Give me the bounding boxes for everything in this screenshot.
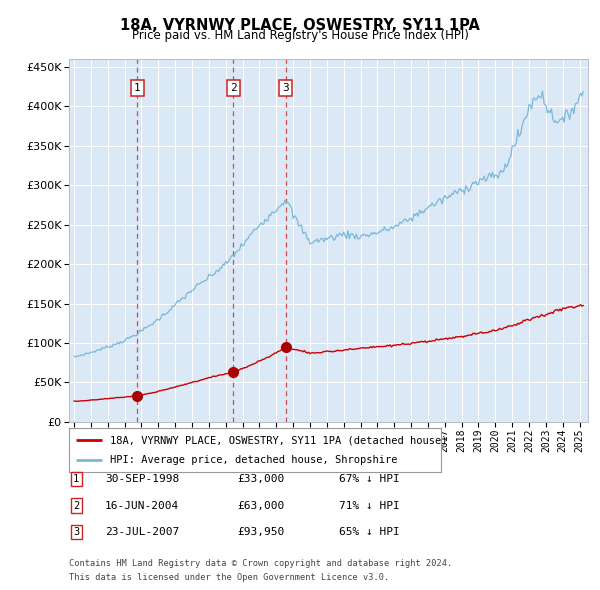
Text: 3: 3 <box>73 527 79 537</box>
Text: 18A, VYRNWY PLACE, OSWESTRY, SY11 1PA (detached house): 18A, VYRNWY PLACE, OSWESTRY, SY11 1PA (d… <box>110 435 448 445</box>
Text: 2: 2 <box>230 83 237 93</box>
Text: 67% ↓ HPI: 67% ↓ HPI <box>339 474 400 484</box>
Text: 16-JUN-2004: 16-JUN-2004 <box>105 501 179 510</box>
Text: £33,000: £33,000 <box>237 474 284 484</box>
Text: £93,950: £93,950 <box>237 527 284 537</box>
Text: 1: 1 <box>73 474 79 484</box>
Text: 23-JUL-2007: 23-JUL-2007 <box>105 527 179 537</box>
Text: Price paid vs. HM Land Registry's House Price Index (HPI): Price paid vs. HM Land Registry's House … <box>131 30 469 42</box>
Text: 30-SEP-1998: 30-SEP-1998 <box>105 474 179 484</box>
Text: Contains HM Land Registry data © Crown copyright and database right 2024.: Contains HM Land Registry data © Crown c… <box>69 559 452 568</box>
Text: 65% ↓ HPI: 65% ↓ HPI <box>339 527 400 537</box>
Text: This data is licensed under the Open Government Licence v3.0.: This data is licensed under the Open Gov… <box>69 573 389 582</box>
Text: 18A, VYRNWY PLACE, OSWESTRY, SY11 1PA: 18A, VYRNWY PLACE, OSWESTRY, SY11 1PA <box>120 18 480 32</box>
Text: 1: 1 <box>134 83 140 93</box>
Text: 2: 2 <box>73 501 79 510</box>
Text: £63,000: £63,000 <box>237 501 284 510</box>
Text: HPI: Average price, detached house, Shropshire: HPI: Average price, detached house, Shro… <box>110 455 397 464</box>
Text: 71% ↓ HPI: 71% ↓ HPI <box>339 501 400 510</box>
Text: 3: 3 <box>283 83 289 93</box>
